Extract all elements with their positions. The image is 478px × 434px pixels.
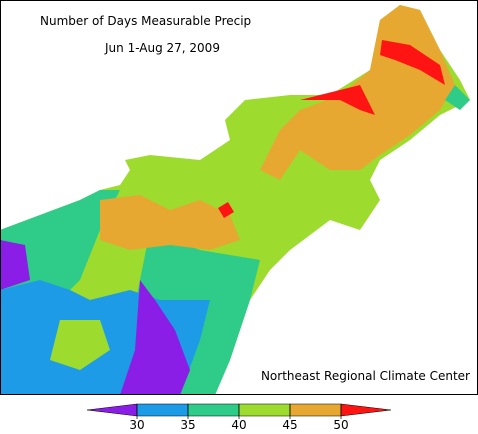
- region-40-45-sw: [50, 320, 110, 370]
- region-over-50-c: [218, 202, 234, 218]
- region-45-50-ny: [100, 195, 240, 250]
- region-under-30-b: [120, 280, 190, 395]
- map-title: Number of Days Measurable Precip: [40, 14, 251, 28]
- legend-tick-label: 35: [180, 418, 195, 430]
- region-over-50: [380, 40, 445, 85]
- legend-swatch: [136, 403, 189, 417]
- map: Number of Days Measurable Precip Jun 1-A…: [0, 0, 478, 395]
- region-under-30: [0, 240, 30, 290]
- map-subtitle: Jun 1-Aug 27, 2009: [104, 41, 220, 55]
- legend-tick-label: 50: [333, 418, 348, 430]
- legend-swatch: [289, 403, 342, 417]
- region-over-50-b: [300, 85, 375, 115]
- legend-swatch: [187, 403, 240, 417]
- legend-tick-label: 30: [129, 418, 144, 430]
- region-35-40-me: [445, 85, 470, 110]
- credit: Northeast Regional Climate Center: [261, 369, 470, 383]
- legend-tick-label: 40: [231, 418, 246, 430]
- legend-tick-label: 45: [282, 418, 297, 430]
- legend-swatch: [238, 403, 291, 417]
- legend: 30 35 40 45 50: [86, 403, 392, 432]
